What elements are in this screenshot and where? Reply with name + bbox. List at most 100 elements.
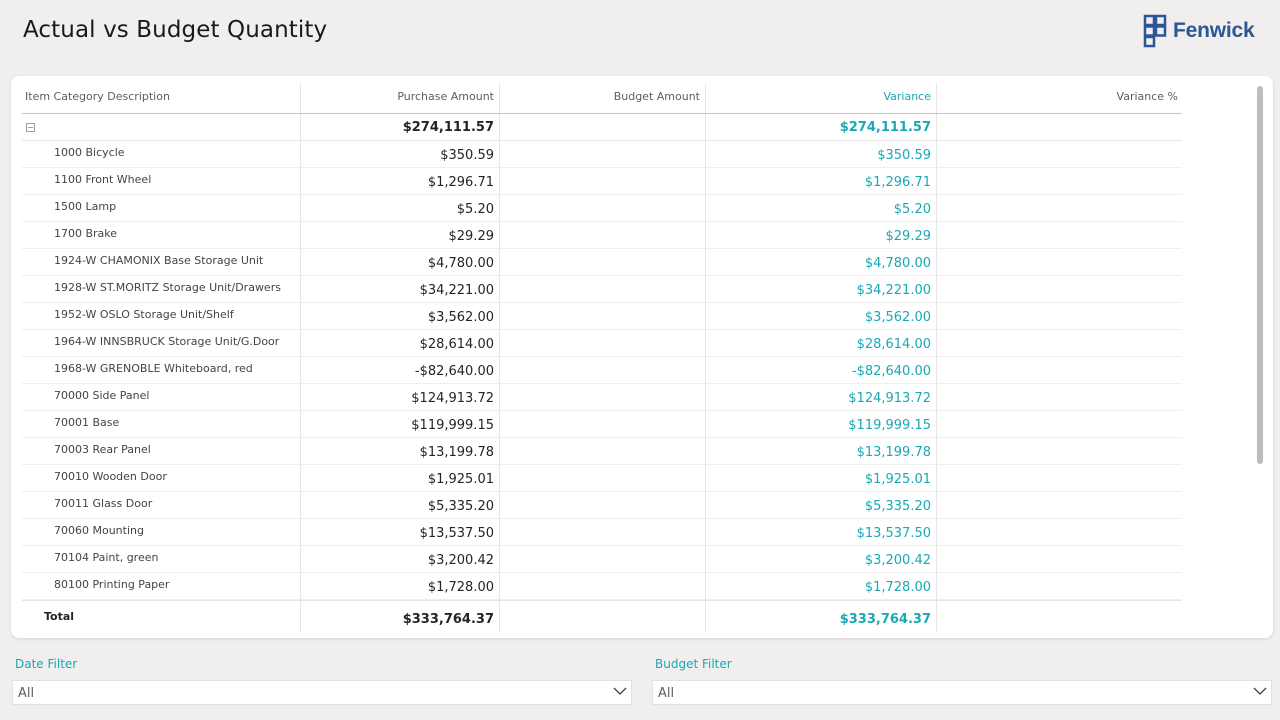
row-category: 70001 Base <box>54 416 120 429</box>
row-variance-pct <box>937 465 1182 491</box>
table-row[interactable]: 1100 Front Wheel $1,296.71 $1,296.71 <box>22 168 1182 195</box>
date-filter-dropdown[interactable]: All <box>12 680 632 705</box>
table-row[interactable]: 70001 Base $119,999.15 $119,999.15 <box>22 411 1182 438</box>
row-variance: $28,614.00 <box>706 330 937 356</box>
row-budget-amount <box>500 465 706 491</box>
row-budget-amount <box>500 141 706 167</box>
table-row[interactable]: 80100 Printing Paper $1,728.00 $1,728.00 <box>22 573 1182 600</box>
row-budget-amount <box>500 492 706 518</box>
row-variance-pct <box>937 141 1182 167</box>
brand-logo: Fenwick <box>1143 14 1255 48</box>
column-header-item-category[interactable]: Item Category Description <box>25 90 170 103</box>
row-variance-pct <box>937 249 1182 275</box>
row-category: 1952-W OSLO Storage Unit/Shelf <box>54 308 234 321</box>
row-variance-pct <box>937 195 1182 221</box>
row-budget-amount <box>500 357 706 383</box>
row-purchase-amount: $28,614.00 <box>300 330 500 356</box>
row-purchase-amount: $350.59 <box>300 141 500 167</box>
table-row[interactable]: 1968-W GRENOBLE Whiteboard, red -$82,640… <box>22 357 1182 384</box>
table-row[interactable]: 70010 Wooden Door $1,925.01 $1,925.01 <box>22 465 1182 492</box>
row-variance-pct <box>937 384 1182 410</box>
row-variance-pct <box>937 276 1182 302</box>
row-variance: $5,335.20 <box>706 492 937 518</box>
row-variance-pct <box>937 330 1182 356</box>
table-row[interactable]: 70000 Side Panel $124,913.72 $124,913.72 <box>22 384 1182 411</box>
page-title: Actual vs Budget Quantity <box>23 17 328 43</box>
row-purchase-amount: $5,335.20 <box>300 492 500 518</box>
matrix-visual: Item Category Description Purchase Amoun… <box>11 76 1273 638</box>
row-category: 1700 Brake <box>54 227 118 240</box>
column-header-variance-pct[interactable]: Variance % <box>1116 90 1178 103</box>
row-budget-amount <box>500 303 706 329</box>
total-budget-amount <box>500 601 706 632</box>
brand-name: Fenwick <box>1173 19 1255 42</box>
row-variance-pct <box>937 168 1182 194</box>
vertical-scrollbar[interactable] <box>1257 86 1263 464</box>
row-variance: $34,221.00 <box>706 276 937 302</box>
row-budget-amount <box>500 438 706 464</box>
group-row: $274,111.57 $274,111.57 <box>22 114 1182 141</box>
chevron-down-icon <box>613 687 627 695</box>
row-budget-amount <box>500 519 706 545</box>
row-category: 70003 Rear Panel <box>54 443 151 456</box>
row-variance-pct <box>937 546 1182 572</box>
row-purchase-amount: $34,221.00 <box>300 276 500 302</box>
table-header: Item Category Description Purchase Amoun… <box>22 84 1182 114</box>
row-variance: $13,199.78 <box>706 438 937 464</box>
group-budget-amount <box>500 114 706 140</box>
date-filter-value: All <box>18 686 35 701</box>
chevron-down-icon <box>1253 687 1267 695</box>
row-variance: $29.29 <box>706 222 937 248</box>
column-header-budget-amount[interactable]: Budget Amount <box>500 84 706 113</box>
table-row[interactable]: 70011 Glass Door $5,335.20 $5,335.20 <box>22 492 1182 519</box>
total-label: Total <box>44 610 75 623</box>
row-variance: $5.20 <box>706 195 937 221</box>
row-variance: $124,913.72 <box>706 384 937 410</box>
row-budget-amount <box>500 249 706 275</box>
date-filter-label: Date Filter <box>15 657 78 671</box>
row-purchase-amount: $13,199.78 <box>300 438 500 464</box>
row-variance-pct <box>937 357 1182 383</box>
table-row[interactable]: 1964-W INNSBRUCK Storage Unit/G.Door $28… <box>22 330 1182 357</box>
row-purchase-amount: $3,562.00 <box>300 303 500 329</box>
table-row[interactable]: 1000 Bicycle $350.59 $350.59 <box>22 141 1182 168</box>
column-header-variance[interactable]: Variance <box>706 84 937 113</box>
row-variance-pct <box>937 303 1182 329</box>
table-row[interactable]: 1500 Lamp $5.20 $5.20 <box>22 195 1182 222</box>
total-row: Total $333,764.37 $333,764.37 <box>22 600 1182 632</box>
row-budget-amount <box>500 573 706 599</box>
total-variance-pct <box>937 601 1182 632</box>
row-category: 70060 Mounting <box>54 524 144 537</box>
budget-filter-label: Budget Filter <box>655 657 732 671</box>
column-header-purchase-amount[interactable]: Purchase Amount <box>300 84 500 113</box>
row-variance: -$82,640.00 <box>706 357 937 383</box>
row-variance-pct <box>937 222 1182 248</box>
table-row[interactable]: 1700 Brake $29.29 $29.29 <box>22 222 1182 249</box>
row-category: 1100 Front Wheel <box>54 173 152 186</box>
table-row[interactable]: 70060 Mounting $13,537.50 $13,537.50 <box>22 519 1182 546</box>
row-purchase-amount: $1,925.01 <box>300 465 500 491</box>
row-budget-amount <box>500 222 706 248</box>
row-budget-amount <box>500 384 706 410</box>
row-purchase-amount: -$82,640.00 <box>300 357 500 383</box>
row-category: 70011 Glass Door <box>54 497 153 510</box>
table-row[interactable]: 1924-W CHAMONIX Base Storage Unit $4,780… <box>22 249 1182 276</box>
total-variance: $333,764.37 <box>706 601 937 632</box>
table-row[interactable]: 1928-W ST.MORITZ Storage Unit/Drawers $3… <box>22 276 1182 303</box>
row-purchase-amount: $119,999.15 <box>300 411 500 437</box>
row-category: 1928-W ST.MORITZ Storage Unit/Drawers <box>54 281 281 294</box>
row-category: 1924-W CHAMONIX Base Storage Unit <box>54 254 264 267</box>
row-variance-pct <box>937 573 1182 599</box>
budget-filter-dropdown[interactable]: All <box>652 680 1272 705</box>
row-budget-amount <box>500 411 706 437</box>
row-purchase-amount: $1,296.71 <box>300 168 500 194</box>
row-purchase-amount: $29.29 <box>300 222 500 248</box>
row-variance: $13,537.50 <box>706 519 937 545</box>
row-variance: $350.59 <box>706 141 937 167</box>
table-row[interactable]: 70104 Paint, green $3,200.42 $3,200.42 <box>22 546 1182 573</box>
collapse-icon[interactable] <box>26 123 35 132</box>
total-purchase-amount: $333,764.37 <box>300 601 500 632</box>
table-row[interactable]: 1952-W OSLO Storage Unit/Shelf $3,562.00… <box>22 303 1182 330</box>
table-row[interactable]: 70003 Rear Panel $13,199.78 $13,199.78 <box>22 438 1182 465</box>
row-variance-pct <box>937 438 1182 464</box>
